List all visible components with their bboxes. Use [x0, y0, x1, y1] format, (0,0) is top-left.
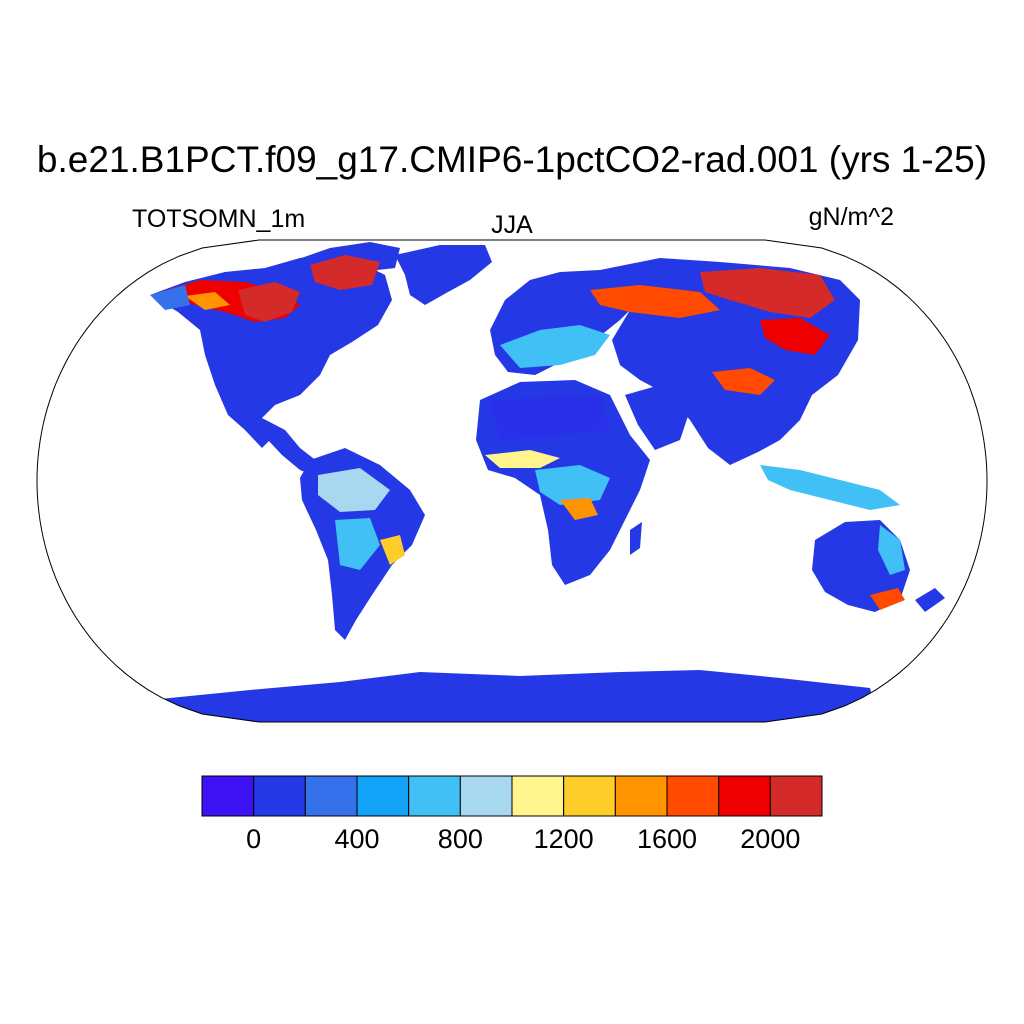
- band-central-africa: [535, 465, 610, 505]
- units-label: gN/m^2: [808, 203, 894, 231]
- colorbar-cell: [356, 775, 410, 817]
- colorbar-cell: [304, 775, 358, 817]
- hotspot-arctic: [310, 255, 380, 290]
- band-australia-east: [878, 525, 905, 575]
- hotspot-brazil: [380, 535, 405, 565]
- land-madagascar: [630, 522, 642, 555]
- season-label: JJA: [491, 211, 533, 239]
- colorbar-tick-label: 1600: [636, 824, 698, 854]
- colorbar-cell: [511, 775, 565, 817]
- land-indonesia: [760, 465, 900, 510]
- hotspot-australia-coast: [870, 588, 905, 610]
- plot-title: b.e21.B1PCT.f09_g17.CMIP6-1pctCO2-rad.00…: [36, 139, 988, 180]
- land-new-zealand: [915, 588, 945, 612]
- colorbar-tick-label: 2000: [740, 824, 801, 854]
- colorbar-cell: [201, 775, 255, 817]
- colorbar-tick-label: 1200: [533, 824, 594, 854]
- band-alaska: [150, 285, 190, 310]
- globe-outline: [36, 239, 988, 723]
- colorbar-tick-label: 400: [334, 824, 380, 854]
- colorbar-cell: [769, 775, 823, 817]
- colorbar-tick-label: 0: [246, 824, 262, 854]
- colorbar-cell: [459, 775, 513, 817]
- colorbar-cell: [614, 775, 668, 817]
- band-europe: [500, 325, 610, 368]
- hotspot-africa: [560, 498, 598, 520]
- band-sahara: [490, 395, 610, 440]
- land-greenland: [395, 245, 492, 305]
- band-sahel: [485, 450, 560, 468]
- colorbar-cell: [718, 775, 771, 817]
- hotspot-siberia-east: [760, 318, 830, 355]
- colorbar-tick-label: 800: [437, 824, 483, 854]
- colorbar-cell: [408, 775, 461, 817]
- colorbar-cell: [253, 775, 306, 817]
- land-antarctica: [150, 670, 880, 722]
- band-south-america: [335, 518, 380, 570]
- hotspot-tibet: [712, 368, 775, 395]
- hotspot-russia-band: [590, 285, 720, 318]
- band-amazon: [318, 468, 390, 512]
- colorbar-cell: [563, 775, 616, 817]
- variable-label: TOTSOMN_1m: [132, 205, 306, 233]
- hotspot-siberia: [700, 268, 835, 318]
- map-field: [150, 242, 945, 722]
- colorbar-cell: [666, 775, 720, 817]
- hotspot-canada-core: [238, 282, 300, 322]
- land-arabia: [625, 385, 690, 450]
- hotspot-canada-orange: [185, 292, 230, 310]
